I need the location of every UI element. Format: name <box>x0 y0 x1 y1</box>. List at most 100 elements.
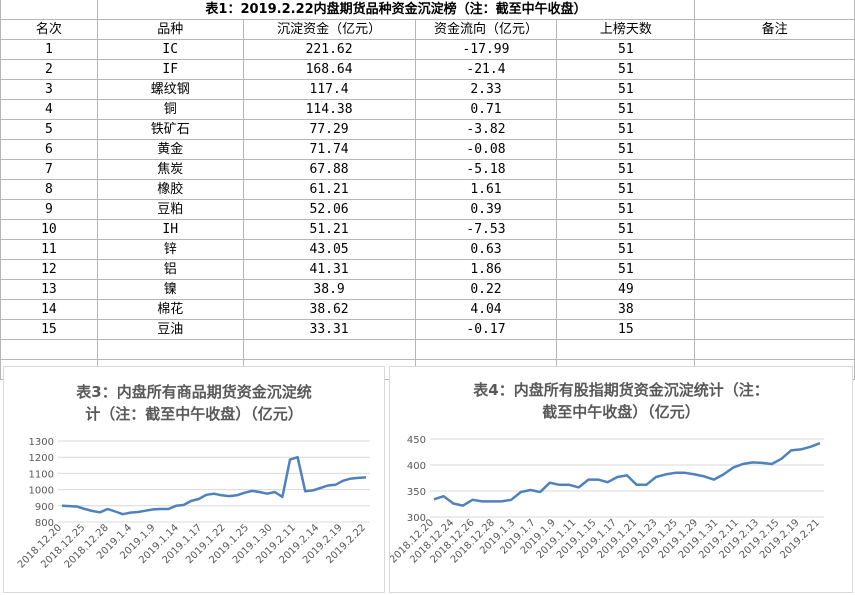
table-cell[interactable]: 0.71 <box>414 99 558 120</box>
empty-cell[interactable] <box>96 339 244 360</box>
empty-cell[interactable] <box>242 339 416 360</box>
table-cell[interactable]: 168.64 <box>242 59 416 80</box>
table-cell[interactable]: 1.86 <box>414 259 558 280</box>
cell[interactable] <box>694 0 855 20</box>
table-cell[interactable]: 11 <box>0 239 98 260</box>
table-cell[interactable] <box>694 199 855 220</box>
table-cell[interactable] <box>694 79 855 100</box>
table-cell[interactable]: 51.21 <box>242 219 416 240</box>
table-cell[interactable]: 51 <box>556 99 696 120</box>
table-cell[interactable]: 3 <box>0 79 98 100</box>
table-cell[interactable]: 橡胶 <box>96 179 244 200</box>
table-cell[interactable]: 锌 <box>96 239 244 260</box>
table-cell[interactable]: 0.39 <box>414 199 558 220</box>
table-cell[interactable]: 41.31 <box>242 259 416 280</box>
commodity-futures-chart[interactable]: 表3：内盘所有商品期货资金沉淀统 计（注：截至中午收盘）（亿元） 800 900 1… <box>3 366 385 593</box>
table-cell[interactable]: 镍 <box>96 279 244 300</box>
table-cell[interactable] <box>694 279 855 300</box>
table-cell[interactable]: 2.33 <box>414 79 558 100</box>
table-cell[interactable]: 4 <box>0 99 98 120</box>
table-cell[interactable]: 51 <box>556 219 696 240</box>
table-cell[interactable]: -21.4 <box>414 59 558 80</box>
table-cell[interactable] <box>694 159 855 180</box>
table-cell[interactable]: 8 <box>0 179 98 200</box>
table-cell[interactable] <box>694 179 855 200</box>
table-cell[interactable]: -3.82 <box>414 119 558 140</box>
table-cell[interactable]: 221.62 <box>242 39 416 60</box>
column-header[interactable]: 名次 <box>0 19 98 40</box>
table-cell[interactable]: 10 <box>0 219 98 240</box>
table-cell[interactable]: 螺纹钢 <box>96 79 244 100</box>
table-cell[interactable]: 71.74 <box>242 139 416 160</box>
table-title[interactable]: 表1：2019.2.22内盘期货品种资金沉淀榜（注：截至中午收盘） <box>96 0 696 20</box>
empty-cell[interactable] <box>556 339 696 360</box>
table-cell[interactable]: 铜 <box>96 99 244 120</box>
table-cell[interactable]: 黄金 <box>96 139 244 160</box>
table-cell[interactable]: 15 <box>556 319 696 340</box>
table-cell[interactable]: 0.63 <box>414 239 558 260</box>
table-cell[interactable]: IF <box>96 59 244 80</box>
table-cell[interactable]: 13 <box>0 279 98 300</box>
table-cell[interactable]: -0.17 <box>414 319 558 340</box>
table-cell[interactable]: 51 <box>556 59 696 80</box>
table-cell[interactable]: IC <box>96 39 244 60</box>
table-cell[interactable]: 38.9 <box>242 279 416 300</box>
table-cell[interactable]: 51 <box>556 259 696 280</box>
table-cell[interactable]: 77.29 <box>242 119 416 140</box>
table-cell[interactable]: 铁矿石 <box>96 119 244 140</box>
table-cell[interactable]: 焦炭 <box>96 159 244 180</box>
table-cell[interactable]: 51 <box>556 39 696 60</box>
empty-cell[interactable] <box>414 339 558 360</box>
table-cell[interactable]: 38 <box>556 299 696 320</box>
table-cell[interactable] <box>694 239 855 260</box>
table-cell[interactable]: 51 <box>556 199 696 220</box>
table-cell[interactable]: 棉花 <box>96 299 244 320</box>
table-cell[interactable] <box>694 319 855 340</box>
table-cell[interactable]: 33.31 <box>242 319 416 340</box>
column-header[interactable]: 品种 <box>96 19 244 40</box>
table-cell[interactable]: 117.4 <box>242 79 416 100</box>
table-cell[interactable] <box>694 99 855 120</box>
column-header[interactable]: 备注 <box>694 19 855 40</box>
column-header[interactable]: 沉淀资金（亿元） <box>242 19 416 40</box>
index-futures-chart[interactable]: 表4：内盘所有股指期货资金沉淀统计（注： 截至中午收盘）（亿元） 300 350 4… <box>389 366 853 593</box>
table-cell[interactable] <box>694 59 855 80</box>
table-cell[interactable]: -5.18 <box>414 159 558 180</box>
table-cell[interactable]: 6 <box>0 139 98 160</box>
table-cell[interactable]: 38.62 <box>242 299 416 320</box>
table-cell[interactable]: 1.61 <box>414 179 558 200</box>
table-cell[interactable]: IH <box>96 219 244 240</box>
table-cell[interactable]: 4.04 <box>414 299 558 320</box>
table-cell[interactable]: 51 <box>556 119 696 140</box>
table-cell[interactable]: 14 <box>0 299 98 320</box>
table-cell[interactable]: 49 <box>556 279 696 300</box>
empty-cell[interactable] <box>694 339 855 360</box>
column-header[interactable]: 资金流向（亿元） <box>414 19 558 40</box>
table-cell[interactable]: 铝 <box>96 259 244 280</box>
table-cell[interactable]: 51 <box>556 239 696 260</box>
table-cell[interactable]: 61.21 <box>242 179 416 200</box>
table-cell[interactable] <box>694 119 855 140</box>
table-cell[interactable]: 豆粕 <box>96 199 244 220</box>
table-cell[interactable]: 豆油 <box>96 319 244 340</box>
table-cell[interactable]: -7.53 <box>414 219 558 240</box>
table-cell[interactable] <box>694 299 855 320</box>
table-cell[interactable] <box>694 219 855 240</box>
table-cell[interactable]: 67.88 <box>242 159 416 180</box>
table-cell[interactable]: 12 <box>0 259 98 280</box>
table-cell[interactable]: 5 <box>0 119 98 140</box>
table-cell[interactable]: 51 <box>556 159 696 180</box>
table-cell[interactable]: 51 <box>556 79 696 100</box>
table-cell[interactable]: 51 <box>556 139 696 160</box>
table-cell[interactable]: 7 <box>0 159 98 180</box>
table-cell[interactable]: 9 <box>0 199 98 220</box>
table-cell[interactable]: -0.08 <box>414 139 558 160</box>
table-cell[interactable] <box>694 259 855 280</box>
table-cell[interactable]: 15 <box>0 319 98 340</box>
table-cell[interactable]: 1 <box>0 39 98 60</box>
table-cell[interactable]: 52.06 <box>242 199 416 220</box>
table-cell[interactable]: 114.38 <box>242 99 416 120</box>
table-cell[interactable] <box>694 139 855 160</box>
table-cell[interactable] <box>694 39 855 60</box>
cell[interactable] <box>0 0 98 20</box>
